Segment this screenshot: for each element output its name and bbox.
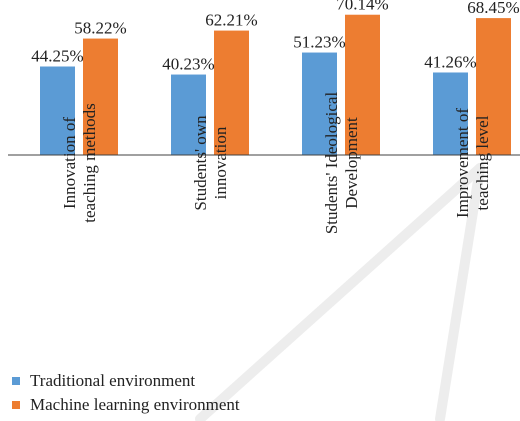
legend-item-traditional: Traditional environment [12, 369, 240, 393]
watermark [195, 163, 485, 421]
data-label-machine-learning-2: 70.14% [336, 0, 388, 14]
bar-traditional-2 [302, 52, 337, 155]
data-label-traditional-1: 40.23% [162, 55, 214, 74]
legend-label-machine-learning: Machine learning environment [30, 395, 240, 414]
category-label-3: Improvement of teaching level [453, 108, 492, 218]
bar-machine-learning-3 [476, 18, 511, 155]
category-label-line: Improvement of [453, 108, 472, 218]
category-label-line: Students' own [191, 115, 210, 211]
category-label-1: Students' own innovation [191, 115, 230, 211]
legend-swatch-machine-learning [12, 401, 20, 409]
legend-item-machine-learning: Machine learning environment [12, 393, 240, 417]
legend: Traditional environment Machine learning… [12, 369, 240, 417]
bar-machine-learning-2 [345, 14, 380, 155]
bar-machine-learning-0 [83, 38, 118, 156]
category-label-line: Innovation of [60, 117, 79, 209]
category-label-2: Students' Ideological Development [322, 92, 361, 235]
legend-swatch-traditional [12, 377, 20, 385]
category-label-line: innovation [211, 126, 230, 199]
legend-label-traditional: Traditional environment [30, 371, 196, 390]
category-labels-layer: Innovation of teaching methods Students' o… [60, 92, 492, 235]
category-label-line: teaching level [473, 115, 492, 210]
category-label-line: Development [342, 117, 361, 209]
data-label-traditional-3: 41.26% [424, 52, 476, 71]
category-label-0: Innovation of teaching methods [60, 103, 99, 222]
bar-traditional-0 [40, 66, 75, 155]
bar-traditional-1 [171, 74, 206, 155]
bars-layer [40, 14, 511, 156]
data-label-machine-learning-3: 68.45% [467, 0, 519, 17]
category-label-line: Students' Ideological [322, 92, 341, 235]
data-label-traditional-2: 51.23% [293, 33, 345, 52]
category-label-line: teaching methods [80, 103, 99, 222]
bar-machine-learning-1 [214, 30, 249, 155]
data-label-machine-learning-1: 62.21% [205, 11, 257, 30]
bar-traditional-3 [433, 72, 468, 155]
value-labels-layer: 44.25% 58.22% 40.23% 62.21% 51.23% 70.14% 41.2… [31, 0, 519, 74]
data-label-traditional-0: 44.25% [31, 47, 83, 66]
data-label-machine-learning-0: 58.22% [74, 19, 126, 38]
